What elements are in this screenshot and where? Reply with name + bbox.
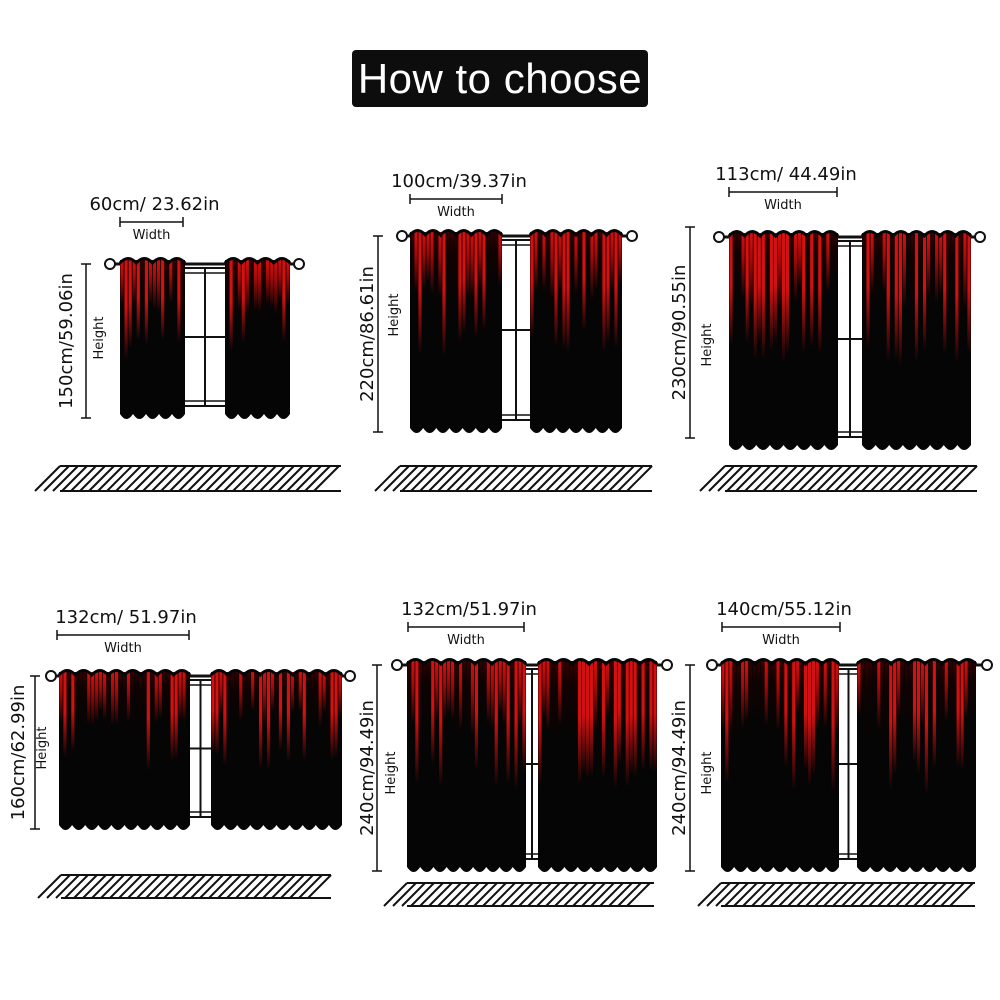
rod-finial-left — [391, 659, 403, 671]
height-word: Height — [700, 752, 715, 795]
width-value: 60cm/ 23.62in — [89, 194, 219, 215]
width-value: 140cm/55.12in — [716, 599, 852, 620]
width-value: 132cm/ 51.97in — [55, 607, 197, 628]
rod-finial-left — [104, 258, 116, 270]
floor-hatch — [37, 874, 332, 899]
floor-hatch — [383, 882, 654, 907]
height-value: 220cm/86.61in — [357, 266, 378, 402]
rod-finial-left — [396, 230, 408, 242]
width-dimension: 140cm/55.12in Width — [716, 599, 852, 648]
height-word: Height — [384, 752, 399, 795]
title-banner: How to choose — [352, 50, 648, 107]
height-value: 160cm/62.99in — [8, 685, 29, 821]
width-dimension: 132cm/ 51.97in Width — [55, 607, 197, 656]
width-dimension: 132cm/51.97in Width — [401, 599, 537, 648]
size-option-2: 100cm/39.37in Width 220cm/86.61in Height — [357, 171, 653, 492]
height-word: Height — [387, 294, 402, 337]
height-word: Height — [35, 727, 50, 770]
curtain-panel — [223, 257, 292, 419]
size-option-1: 60cm/ 23.62in Width 150cm/59.06in Height — [34, 194, 341, 492]
rod-finial-left — [45, 670, 57, 682]
floor-hatch — [697, 882, 975, 907]
curtain-panel — [405, 658, 528, 872]
curtain-panel — [408, 229, 504, 433]
size-option-4: 132cm/ 51.97in Width 160cm/62.99in Height — [8, 607, 356, 899]
size-option-3: 113cm/ 44.49in Width 230cm/90.55in Height — [669, 164, 986, 492]
curtain-panel — [727, 230, 840, 450]
height-word: Height — [700, 324, 715, 367]
curtain-panel — [719, 658, 841, 872]
height-word: Height — [92, 317, 107, 360]
page-title: How to choose — [357, 54, 643, 102]
width-word: Width — [764, 198, 802, 213]
height-value: 240cm/94.49in — [357, 700, 378, 836]
height-dimension: 150cm/59.06in Height — [56, 263, 107, 419]
size-option-5: 132cm/51.97in Width 240cm/94.49in Height — [357, 599, 673, 907]
curtain-panel — [860, 230, 973, 450]
width-word: Width — [447, 633, 485, 648]
width-dimension: 60cm/ 23.62in Width — [89, 194, 219, 243]
curtain-panel — [528, 229, 624, 433]
height-dimension: 160cm/62.99in Height — [8, 675, 50, 830]
rod-finial-right — [974, 231, 986, 243]
height-dimension: 220cm/86.61in Height — [357, 235, 402, 433]
height-value: 230cm/90.55in — [669, 265, 690, 401]
width-value: 113cm/ 44.49in — [715, 164, 857, 185]
rod-finial-right — [661, 659, 673, 671]
height-dimension: 240cm/94.49in Height — [669, 664, 715, 872]
width-dimension: 113cm/ 44.49in Width — [715, 164, 857, 213]
height-value: 150cm/59.06in — [56, 273, 77, 409]
width-word: Width — [762, 633, 800, 648]
rod-finial-left — [706, 659, 718, 671]
curtain-panel — [118, 257, 187, 419]
floor-hatch — [34, 465, 341, 492]
rod-finial-right — [344, 670, 356, 682]
floor-hatch — [374, 465, 653, 492]
width-word: Width — [133, 228, 171, 243]
size-option-6: 140cm/55.12in Width 240cm/94.49in Height — [669, 599, 993, 907]
rod-finial-right — [626, 230, 638, 242]
height-value: 240cm/94.49in — [669, 700, 690, 836]
width-value: 100cm/39.37in — [391, 171, 527, 192]
width-dimension: 100cm/39.37in Width — [391, 171, 527, 220]
width-value: 132cm/51.97in — [401, 599, 537, 620]
floor-hatch — [699, 465, 978, 492]
rod-finial-right — [293, 258, 305, 270]
width-word: Width — [437, 205, 475, 220]
width-word: Width — [104, 641, 142, 656]
height-dimension: 230cm/90.55in Height — [669, 226, 715, 439]
height-dimension: 240cm/94.49in Height — [357, 664, 399, 872]
curtain-panel — [57, 669, 192, 830]
curtain-panel — [536, 658, 659, 872]
rod-finial-right — [981, 659, 993, 671]
curtain-panel — [209, 669, 344, 830]
rod-finial-left — [713, 231, 725, 243]
curtain-panel — [855, 658, 978, 872]
